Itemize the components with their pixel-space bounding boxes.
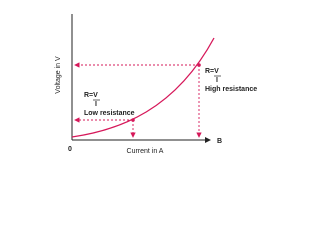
denominator: I	[216, 77, 218, 84]
annotation-label: Low resistance	[84, 110, 135, 117]
point	[131, 118, 135, 122]
curve	[71, 37, 215, 138]
axis-end-label: B	[217, 138, 222, 145]
origin-label: 0	[68, 146, 72, 153]
x-axis-label: Current in A	[127, 148, 164, 155]
annotation-label: High resistance	[205, 86, 257, 93]
formula: R=V	[205, 68, 219, 75]
y-axis-label: Voltage in V	[55, 56, 62, 94]
denominator: I	[95, 101, 97, 108]
point	[197, 63, 201, 67]
diagram: Voltage in V Current in A 0 B R=V I High…	[55, 14, 257, 155]
formula: R=V	[84, 92, 98, 99]
